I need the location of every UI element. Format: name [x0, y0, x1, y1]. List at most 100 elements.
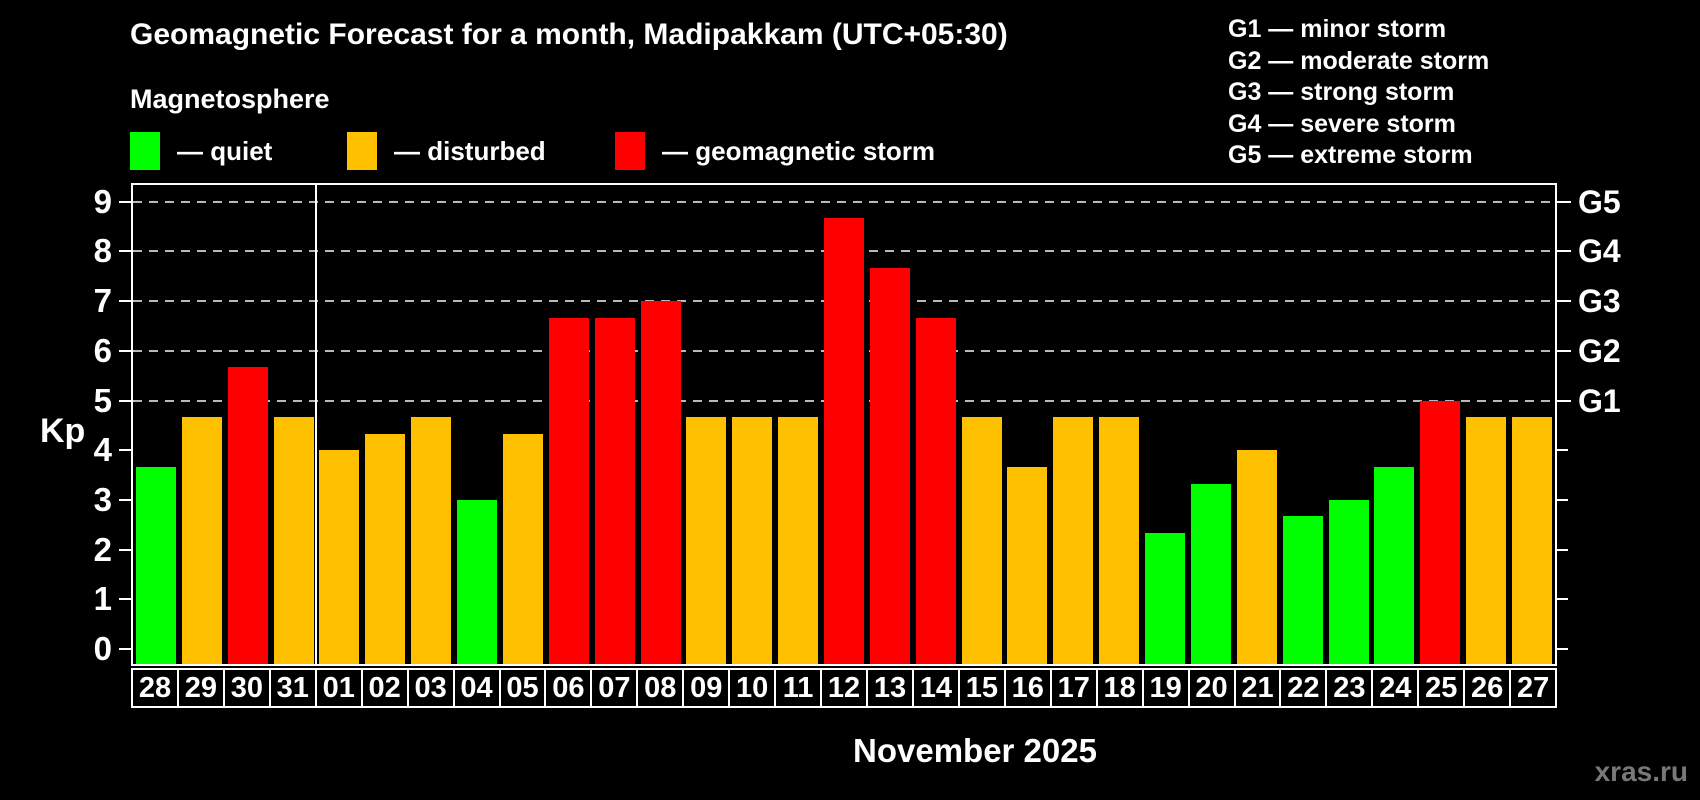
date-cell-07: 07: [592, 670, 639, 706]
y-tick-4: [119, 449, 131, 452]
y-tick-2: [119, 548, 131, 551]
g-legend-line: G5 — extreme storm: [1228, 141, 1473, 170]
date-cell-02: 02: [363, 670, 409, 706]
legend-item-disturbed: — disturbed: [347, 132, 546, 170]
y-tick-label-3: 3: [93, 480, 112, 518]
kp-bar-28: [135, 466, 176, 664]
kp-bar-12: [824, 218, 864, 664]
g-legend-line: G2 — moderate storm: [1228, 46, 1490, 75]
date-cell-24: 24: [1373, 670, 1420, 706]
right-minor-tick-2: [1557, 548, 1568, 551]
date-cell-04: 04: [455, 670, 501, 706]
date-cell-08: 08: [638, 670, 685, 706]
date-cell-30: 30: [225, 670, 271, 706]
kp-bar-15: [961, 416, 1002, 664]
date-cell-23: 23: [1327, 670, 1374, 706]
g-tick-label-G1: G1: [1578, 382, 1621, 419]
chart-subtitle: Magnetosphere: [130, 84, 330, 114]
legend-item-storm: — geomagnetic storm: [615, 132, 935, 170]
legend-label: — geomagnetic storm: [662, 135, 936, 166]
date-cell-01: 01: [317, 670, 363, 706]
kp-bar-20: [1190, 483, 1231, 664]
date-cell-12: 12: [822, 670, 868, 706]
date-cell-19: 19: [1144, 670, 1190, 706]
right-minor-tick-0: [1557, 648, 1568, 650]
kp-bar-30: [227, 367, 268, 664]
chart-title: Geomagnetic Forecast for a month, Madipa…: [130, 18, 1008, 51]
y-tick-3: [119, 498, 131, 501]
y-tick-5: [119, 399, 131, 402]
kp-bar-10: [732, 416, 773, 664]
g-scale-legend: G1 — minor storm G2 — moderate storm G3 — …: [1228, 14, 1489, 172]
kp-bar-18: [1099, 416, 1140, 664]
g-tick-label-G2: G2: [1578, 332, 1621, 369]
date-cell-20: 20: [1190, 670, 1236, 706]
kp-bar-26: [1466, 416, 1507, 664]
y-tick-label-8: 8: [93, 232, 112, 270]
legend-label: — quiet: [177, 135, 273, 166]
date-cell-10: 10: [730, 670, 777, 706]
g-tick-label-G3: G3: [1578, 283, 1621, 320]
y-tick-9: [119, 200, 131, 203]
month-separator: [315, 185, 318, 664]
y-tick-label-0: 0: [93, 630, 112, 667]
date-cell-18: 18: [1098, 670, 1144, 706]
kp-bar-21: [1236, 450, 1277, 664]
y-tick-6: [119, 349, 131, 352]
g-legend-line: G3 — strong storm: [1228, 78, 1455, 107]
y-axis-title: Kp: [40, 412, 86, 450]
date-cell-11: 11: [776, 670, 823, 706]
kp-bar-22: [1282, 516, 1323, 664]
legend-label: — disturbed: [394, 135, 546, 166]
right-major-tick-G1: [1557, 399, 1571, 402]
date-cell-15: 15: [960, 670, 1006, 706]
g-legend-line: G1 — minor storm: [1228, 15, 1447, 43]
x-axis-date-row: 28 29 30 31 01 02 03 04 05 06 07 08 09 10 11 12 13 14 15 16…: [131, 668, 1557, 708]
date-cell-29: 29: [179, 670, 225, 706]
y-tick-label-9: 9: [93, 182, 112, 220]
kp-bar-03: [411, 416, 452, 664]
date-cell-17: 17: [1052, 670, 1098, 706]
plot-area: [131, 183, 1557, 666]
legend-swatch-quiet-icon: [130, 132, 160, 170]
kp-bar-16: [1007, 466, 1048, 664]
right-major-tick-G5: [1557, 200, 1571, 203]
y-tick-0: [119, 648, 131, 650]
legend-item-quiet: — quiet: [130, 132, 272, 170]
y-tick-label-1: 1: [93, 580, 112, 618]
kp-bar-27: [1512, 416, 1553, 664]
right-major-tick-G4: [1557, 250, 1571, 253]
date-cell-25: 25: [1419, 670, 1466, 706]
kp-bar-05: [502, 433, 543, 664]
right-minor-tick-4: [1557, 449, 1568, 452]
gridline-kp9: [133, 200, 1555, 203]
y-tick-label-2: 2: [93, 530, 112, 568]
y-tick-1: [119, 598, 131, 601]
g-legend-line: G4 — severe storm: [1228, 109, 1456, 138]
kp-bar-13: [869, 267, 910, 664]
date-cell-13: 13: [868, 670, 914, 706]
kp-bar-08: [640, 301, 681, 664]
g-tick-label-G4: G4: [1578, 233, 1621, 270]
kp-bar-24: [1374, 466, 1415, 664]
watermark: xras.ru: [1594, 756, 1688, 787]
kp-bar-17: [1053, 416, 1094, 664]
kp-bar-02: [365, 433, 406, 664]
y-tick-7: [119, 300, 131, 303]
right-minor-tick-3: [1557, 498, 1568, 501]
date-cell-16: 16: [1006, 670, 1052, 706]
kp-bar-07: [594, 317, 635, 664]
date-cell-03: 03: [409, 670, 455, 706]
date-cell-31: 31: [271, 670, 317, 706]
y-tick-label-7: 7: [93, 282, 112, 320]
kp-bar-11: [778, 416, 819, 664]
date-cell-21: 21: [1236, 670, 1282, 706]
legend-swatch-disturbed-icon: [347, 132, 377, 170]
g-tick-label-G5: G5: [1578, 183, 1621, 220]
kp-bar-14: [915, 317, 956, 664]
kp-bar-23: [1328, 499, 1369, 664]
kp-bar-31: [273, 416, 314, 664]
kp-bar-25: [1420, 400, 1461, 664]
right-major-tick-G3: [1557, 300, 1571, 303]
